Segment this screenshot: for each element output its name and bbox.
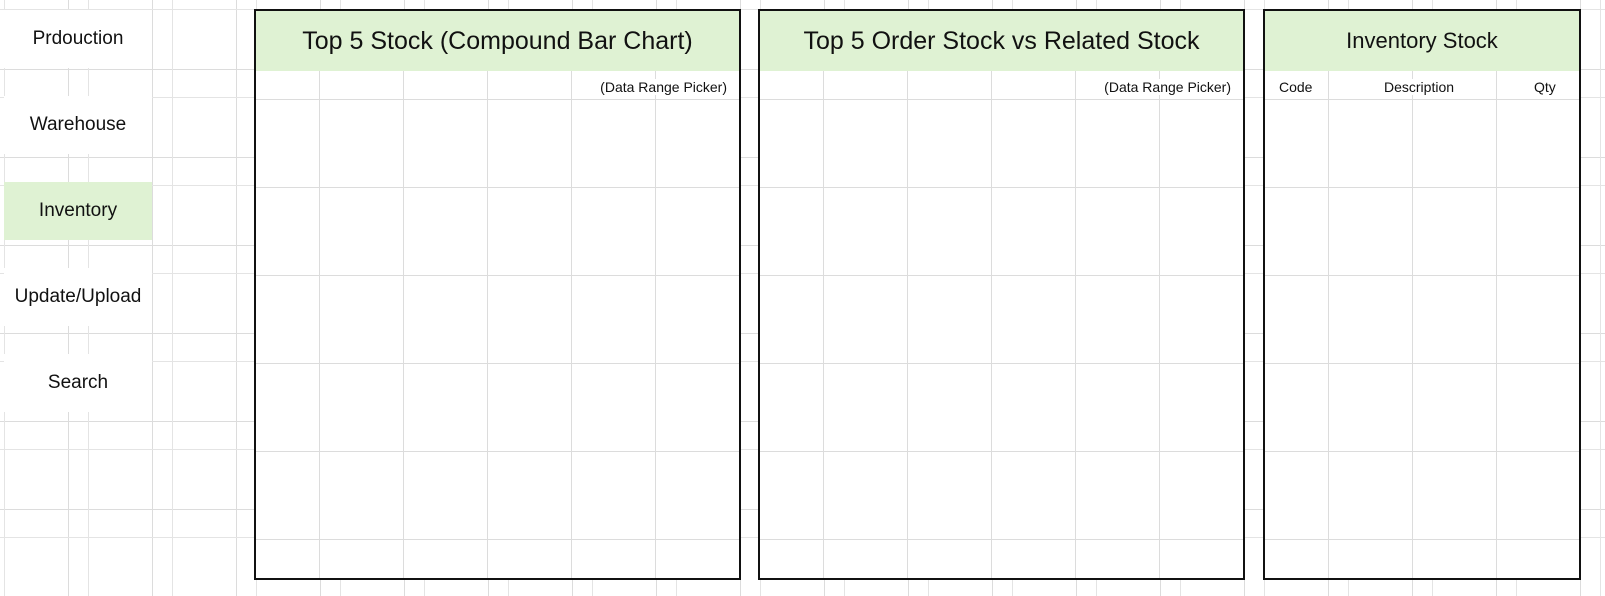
table-header-row: Code Description Qty — [1265, 79, 1579, 99]
nav-item-label: Warehouse — [29, 114, 127, 135]
inventory-table-area — [1265, 71, 1579, 578]
column-header-qty[interactable]: Qty — [1534, 79, 1556, 95]
nav-item-label: Search — [47, 372, 109, 393]
panel-title: Top 5 Order Stock vs Related Stock — [760, 11, 1243, 71]
nav-item-production[interactable]: Prdouction — [4, 10, 152, 68]
nav-item-label: Inventory — [38, 200, 118, 221]
column-header-code[interactable]: Code — [1279, 79, 1313, 95]
chart-area — [256, 71, 739, 578]
data-range-picker[interactable]: (Data Range Picker) — [1104, 79, 1231, 95]
column-header-description[interactable]: Description — [1384, 79, 1455, 95]
panel-title: Inventory Stock — [1265, 11, 1579, 71]
chart-area — [760, 71, 1243, 578]
nav-item-search[interactable]: Search — [4, 354, 152, 412]
panel-title: Top 5 Stock (Compound Bar Chart) — [256, 11, 739, 71]
inventory-stock-panel: Inventory Stock Code Description Qty — [1263, 9, 1581, 580]
nav-item-inventory[interactable]: Inventory — [4, 182, 152, 240]
top-stock-panel: Top 5 Stock (Compound Bar Chart) (Data R… — [254, 9, 741, 580]
order-vs-related-panel: Top 5 Order Stock vs Related Stock (Data… — [758, 9, 1245, 580]
nav-item-warehouse[interactable]: Warehouse — [4, 96, 152, 154]
nav-item-label: Update/Upload — [14, 286, 142, 307]
nav-item-update-upload[interactable]: Update/Upload — [4, 268, 152, 326]
data-range-picker[interactable]: (Data Range Picker) — [600, 79, 727, 95]
nav-item-label: Prdouction — [32, 28, 124, 49]
